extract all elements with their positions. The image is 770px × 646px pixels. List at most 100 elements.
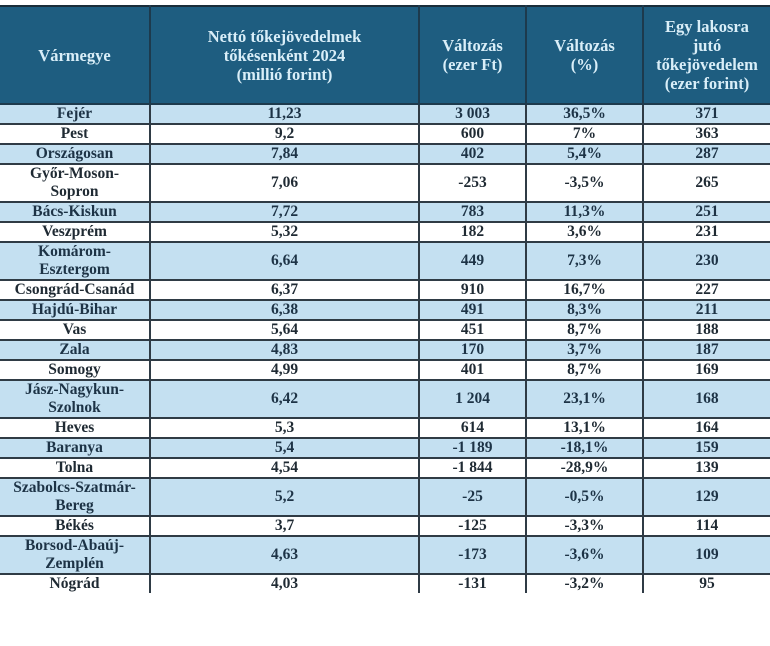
county-cell: Győr-Moson- Sopron bbox=[0, 163, 151, 203]
change-thousand-ft-cell: -253 bbox=[418, 163, 527, 203]
net-income-cell: 7,72 bbox=[149, 201, 420, 223]
net-income-cell: 6,37 bbox=[149, 279, 420, 301]
county-name-line: Baranya bbox=[46, 439, 103, 456]
per-capita-cell: 230 bbox=[642, 241, 770, 281]
change-percent-cell: -3,2% bbox=[525, 573, 644, 593]
table-row: Somogy 4,99 401 8,7% 169 bbox=[0, 359, 770, 381]
table-row: Heves 5,3 614 13,1% 164 bbox=[0, 417, 770, 439]
change-percent-cell: 7% bbox=[525, 123, 644, 145]
table-row: Jász-Nagykun- Szolnok 6,42 1 204 23,1% 168 bbox=[0, 379, 770, 419]
per-capita-cell: 129 bbox=[642, 477, 770, 517]
change-percent-cell: -3,3% bbox=[525, 515, 644, 537]
change-percent-cell: 3,7% bbox=[525, 339, 644, 361]
per-capita-cell: 169 bbox=[642, 359, 770, 381]
change-thousand-ft-cell: 451 bbox=[418, 319, 527, 341]
per-capita-cell: 227 bbox=[642, 279, 770, 301]
net-income-cell: 6,64 bbox=[149, 241, 420, 281]
change-thousand-ft-cell: -1 189 bbox=[418, 437, 527, 459]
per-capita-cell: 363 bbox=[642, 123, 770, 145]
header-line: Változás bbox=[442, 36, 503, 55]
header-change-thousand-ft: Változás (ezer Ft) bbox=[418, 5, 527, 105]
change-thousand-ft-cell: -131 bbox=[418, 573, 527, 593]
header-line: jutó bbox=[692, 36, 722, 55]
net-income-cell: 6,42 bbox=[149, 379, 420, 419]
change-thousand-ft-cell: -173 bbox=[418, 535, 527, 575]
county-cell: Pest bbox=[0, 123, 151, 145]
county-cell: Békés bbox=[0, 515, 151, 537]
net-income-cell: 11,23 bbox=[149, 103, 420, 125]
net-income-cell: 7,84 bbox=[149, 143, 420, 165]
county-cell: Komárom- Esztergom bbox=[0, 241, 151, 281]
change-thousand-ft-cell: 600 bbox=[418, 123, 527, 145]
change-percent-cell: 11,3% bbox=[525, 201, 644, 223]
county-name-line: Zala bbox=[59, 341, 90, 358]
net-income-cell: 6,38 bbox=[149, 299, 420, 321]
per-capita-cell: 251 bbox=[642, 201, 770, 223]
change-thousand-ft-cell: 491 bbox=[418, 299, 527, 321]
net-income-cell: 4,63 bbox=[149, 535, 420, 575]
change-percent-cell: 7,3% bbox=[525, 241, 644, 281]
per-capita-cell: 139 bbox=[642, 457, 770, 479]
net-income-cell: 9,2 bbox=[149, 123, 420, 145]
change-thousand-ft-cell: 170 bbox=[418, 339, 527, 361]
change-percent-cell: -0,5% bbox=[525, 477, 644, 517]
header-county: Vármegye bbox=[0, 5, 151, 105]
change-percent-cell: 13,1% bbox=[525, 417, 644, 439]
table-row: Pest 9,2 600 7% 363 bbox=[0, 123, 770, 145]
change-percent-cell: 8,7% bbox=[525, 319, 644, 341]
county-cell: Nógrád bbox=[0, 573, 151, 593]
county-name-line: Országosan bbox=[35, 145, 114, 162]
header-line: tőkésenként 2024 bbox=[223, 45, 346, 65]
per-capita-cell: 231 bbox=[642, 221, 770, 243]
change-thousand-ft-cell: 182 bbox=[418, 221, 527, 243]
net-income-cell: 4,03 bbox=[149, 573, 420, 593]
header-line: Vármegye bbox=[38, 45, 111, 65]
net-income-cell: 4,83 bbox=[149, 339, 420, 361]
county-name-line: Borsod-Abaúj- bbox=[24, 537, 125, 554]
county-name-line: Zemplén bbox=[45, 555, 104, 572]
table-row: Országosan 7,84 402 5,4% 287 bbox=[0, 143, 770, 165]
county-name-line: Békés bbox=[55, 517, 94, 534]
net-income-cell: 5,2 bbox=[149, 477, 420, 517]
change-percent-cell: -3,5% bbox=[525, 163, 644, 203]
change-thousand-ft-cell: 614 bbox=[418, 417, 527, 439]
per-capita-cell: 95 bbox=[642, 573, 770, 593]
table-row: Fejér 11,23 3 003 36,5% 371 bbox=[0, 103, 770, 125]
change-percent-cell: -3,6% bbox=[525, 535, 644, 575]
change-percent-cell: 16,7% bbox=[525, 279, 644, 301]
change-thousand-ft-cell: -25 bbox=[418, 477, 527, 517]
county-name-line: Heves bbox=[54, 419, 95, 436]
table-row: Csongrád-Csanád 6,37 910 16,7% 227 bbox=[0, 279, 770, 301]
county-name-line: Szolnok bbox=[48, 399, 101, 416]
net-income-cell: 3,7 bbox=[149, 515, 420, 537]
header-line: (ezer forint) bbox=[664, 74, 750, 93]
table-row: Nógrád 4,03 -131 -3,2% 95 bbox=[0, 573, 770, 593]
county-name-line: Komárom- bbox=[38, 243, 111, 260]
county-name-line: Csongrád-Csanád bbox=[14, 281, 135, 298]
table-row: Zala 4,83 170 3,7% 187 bbox=[0, 339, 770, 361]
table-row: Békés 3,7 -125 -3,3% 114 bbox=[0, 515, 770, 537]
county-capital-income-table: Vármegye Nettó tőkejövedelmek tőkésenként… bbox=[0, 5, 770, 593]
county-cell: Vas bbox=[0, 319, 151, 341]
table-row: Tolna 4,54 -1 844 -28,9% 139 bbox=[0, 457, 770, 479]
county-name-line: Esztergom bbox=[39, 261, 110, 278]
county-name-line: Tolna bbox=[55, 459, 94, 476]
change-thousand-ft-cell: 1 204 bbox=[418, 379, 527, 419]
county-name-line: Sopron bbox=[50, 183, 99, 200]
county-name-line: Pest bbox=[60, 125, 89, 142]
change-percent-cell: 3,6% bbox=[525, 221, 644, 243]
change-percent-cell: 8,3% bbox=[525, 299, 644, 321]
per-capita-cell: 265 bbox=[642, 163, 770, 203]
county-cell: Tolna bbox=[0, 457, 151, 479]
county-name-line: Fejér bbox=[56, 105, 93, 122]
county-cell: Országosan bbox=[0, 143, 151, 165]
change-percent-cell: 8,7% bbox=[525, 359, 644, 381]
county-cell: Jász-Nagykun- Szolnok bbox=[0, 379, 151, 419]
county-cell: Csongrád-Csanád bbox=[0, 279, 151, 301]
change-percent-cell: 36,5% bbox=[525, 103, 644, 125]
table-row: Vas 5,64 451 8,7% 188 bbox=[0, 319, 770, 341]
county-cell: Baranya bbox=[0, 437, 151, 459]
change-thousand-ft-cell: -125 bbox=[418, 515, 527, 537]
net-income-cell: 7,06 bbox=[149, 163, 420, 203]
header-line: (ezer Ft) bbox=[442, 55, 503, 74]
